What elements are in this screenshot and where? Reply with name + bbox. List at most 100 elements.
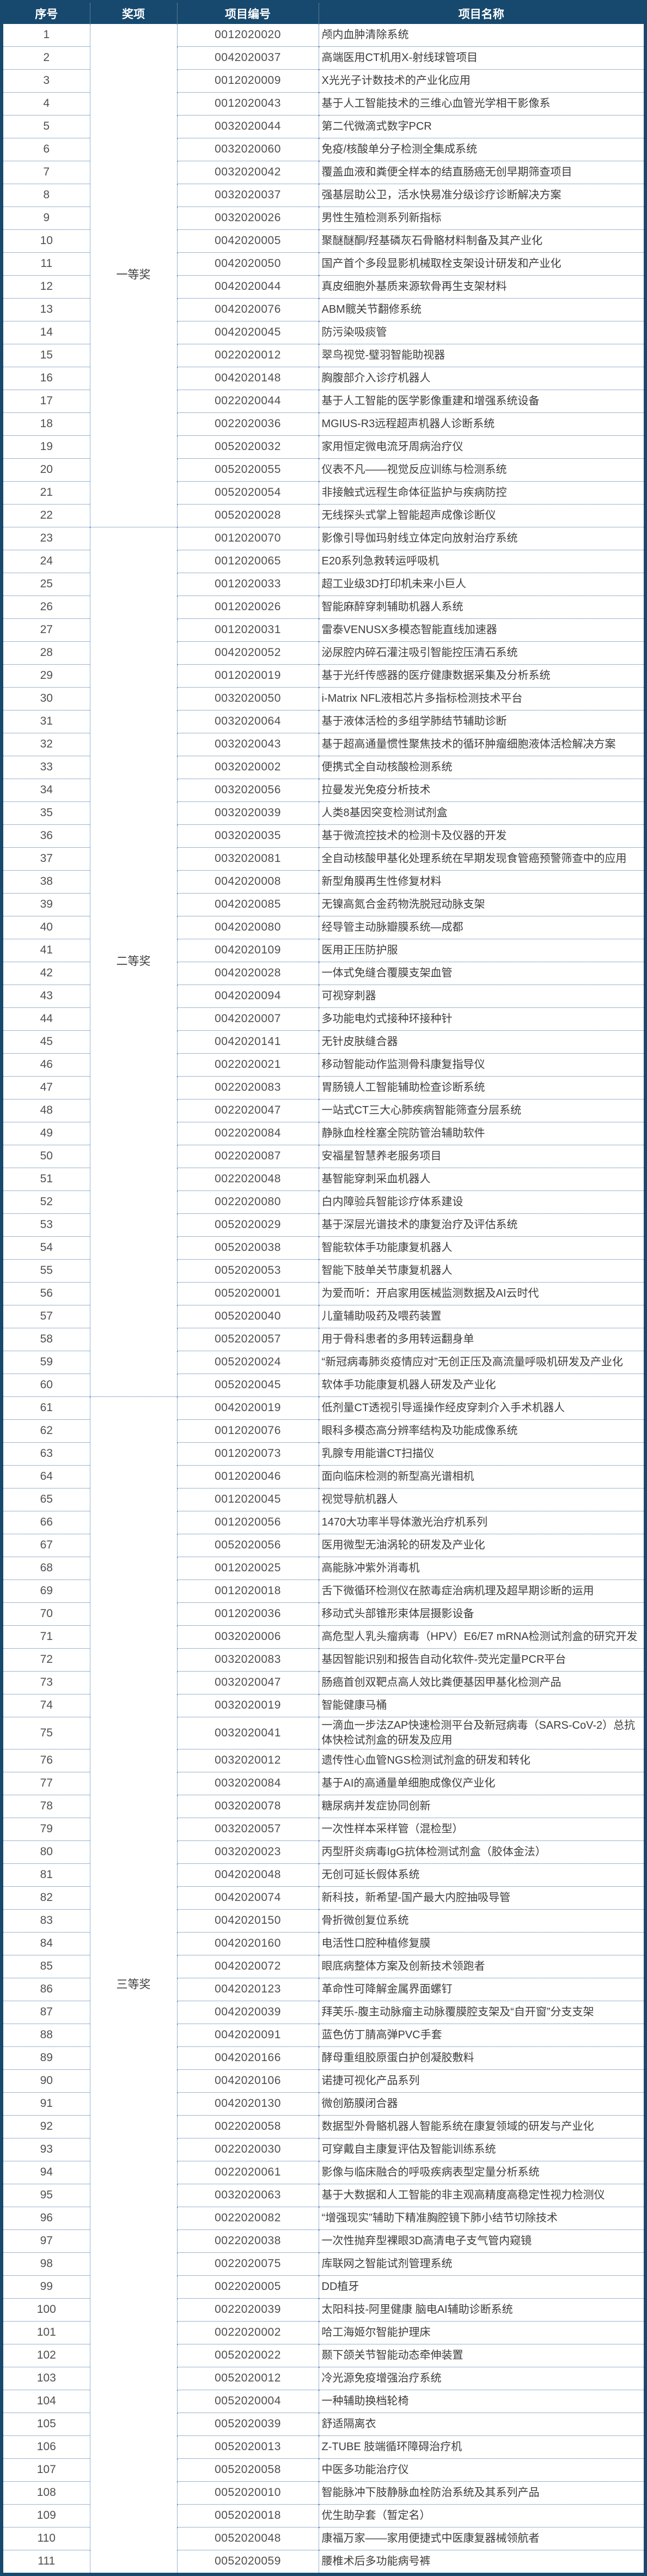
table-row: 47 0022020083 胃肠镜人工智能辅助检查诊断系统 [3, 1076, 644, 1099]
project-code-cell: 0042020166 [176, 2046, 319, 2070]
row-index-cell: 20 [3, 458, 90, 482]
project-code-cell: 0042020008 [176, 870, 319, 894]
project-code-cell: 0032020063 [176, 2184, 319, 2207]
table-body: 1 一等奖 0012020020 颅内血肿清除系统 2 0042020037 高端医用CT机… [3, 24, 644, 2573]
table-row: 32 0032020043 基于超高通量惯性聚焦技术的循环肿瘤细胞液体活检解决方案 [3, 733, 644, 756]
row-index-cell: 100 [3, 2298, 90, 2322]
project-code-cell: 0012020046 [176, 1465, 319, 1489]
project-code-cell: 0022020039 [176, 2298, 319, 2322]
project-code-cell: 0032020043 [176, 733, 319, 756]
table-row: 29 0012020019 基于光纤传感器的医疗健康数据采集及分析系统 [3, 664, 644, 688]
row-index-cell: 39 [3, 893, 90, 916]
project-code-cell: 0052020048 [176, 2527, 319, 2550]
project-name-cell: 舌下微循环检测仪在脓毒症治病机理及超早期诊断的运用 [318, 1579, 644, 1603]
award-cell: 一等奖 [89, 24, 177, 527]
table-row: 80 0032020023 丙型肝炎病毒IgG抗体检测试剂盒（胶体金法） [3, 1840, 644, 1864]
row-index-cell: 93 [3, 2138, 90, 2161]
project-name-cell: 泌尿腔内碎石灌注吸引智能控压清石系统 [318, 641, 644, 665]
award-cell: 二等奖 [89, 527, 177, 1397]
project-code-cell: 0012020031 [176, 618, 319, 642]
project-name-cell: 基于AI的高通量单细胞成像仪产业化 [318, 1772, 644, 1795]
row-index-cell: 25 [3, 573, 90, 596]
project-name-cell: 基于深层光谱技术的康复治疗及评估系统 [318, 1213, 644, 1237]
project-name-cell: 智能软体手功能康复机器人 [318, 1236, 644, 1260]
project-name-cell: 优生助孕套（暂定名） [318, 2504, 644, 2528]
row-index-cell: 97 [3, 2229, 90, 2253]
project-name-cell: 用于骨科患者的多用转运翻身单 [318, 1328, 644, 1351]
project-name-cell: 遗传性心血管NGS检测试剂盒的研发和转化 [318, 1749, 644, 1772]
project-name-cell: ABM髋关节翻修系统 [318, 298, 644, 321]
row-index-cell: 67 [3, 1534, 90, 1557]
project-name-cell: 智能麻醉穿刺辅助机器人系统 [318, 596, 644, 619]
table-row: 69 0012020018 舌下微循环检测仪在脓毒症治病机理及超早期诊断的运用 [3, 1579, 644, 1603]
table-row: 55 0052020053 智能下肢单关节康复机器人 [3, 1259, 644, 1283]
table-row: 63 0012020073 乳腺专用能谱CT扫描仪 [3, 1442, 644, 1466]
project-code-cell: 0052020022 [176, 2344, 319, 2367]
table-row: 2 0042020037 高端医用CT机用X-射线球管项目 [3, 46, 644, 70]
row-index-cell: 18 [3, 412, 90, 436]
project-name-cell: 聚醚醚酮/羟基磷灰石骨骼材料制备及其产业化 [318, 229, 644, 253]
table-row: 98 0022020075 库联网之智能试剂管理系统 [3, 2252, 644, 2276]
table-row: 67 0052020056 医用微型无油涡轮的研发及产业化 [3, 1534, 644, 1557]
table-row: 6 0032020060 免疫/核酸单分子检测全集成系统 [3, 138, 644, 161]
row-index-cell: 65 [3, 1488, 90, 1511]
row-index-cell: 28 [3, 641, 90, 665]
project-name-cell: 诺捷可视化产品系列 [318, 2069, 644, 2093]
project-name-cell: 国产首个多段显影机械取栓支架设计研发和产业化 [318, 252, 644, 276]
project-name-cell: DD植牙 [318, 2275, 644, 2299]
row-index-cell: 70 [3, 1602, 90, 1626]
row-index-cell: 24 [3, 550, 90, 573]
project-code-cell: 0052020012 [176, 2367, 319, 2390]
row-index-cell: 4 [3, 92, 90, 116]
project-name-cell: 一站式CT三大心肺疾病智能筛查分层系统 [318, 1099, 644, 1122]
row-index-cell: 89 [3, 2046, 90, 2070]
table-row: 48 0022020047 一站式CT三大心肺疾病智能筛查分层系统 [3, 1099, 644, 1122]
project-code-cell: 0012020043 [176, 92, 319, 116]
row-index-cell: 47 [3, 1076, 90, 1099]
project-code-cell: 0022020087 [176, 1145, 319, 1168]
table-row: 92 0022020058 数据型外骨骼机器人智能系统在康复领域的研发与产业化 [3, 2115, 644, 2138]
row-index-cell: 37 [3, 847, 90, 871]
project-code-cell: 0032020050 [176, 687, 319, 710]
row-index-cell: 31 [3, 710, 90, 733]
table-row: 52 0022020080 白内障验兵智能诊疗体系建设 [3, 1190, 644, 1214]
project-code-cell: 0032020084 [176, 1772, 319, 1795]
project-name-cell: 可穿戴自主康复评估及智能训练系统 [318, 2138, 644, 2161]
project-code-cell: 0032020056 [176, 779, 319, 802]
row-index-cell: 10 [3, 229, 90, 253]
table-row: 1 一等奖 0012020020 颅内血肿清除系统 [3, 24, 644, 527]
project-code-cell: 0052020057 [176, 1328, 319, 1351]
table-row: 91 0042020130 微创筋膜闭合器 [3, 2092, 644, 2116]
project-code-cell: 0052020032 [176, 435, 319, 459]
table-row: 90 0042020106 诺捷可视化产品系列 [3, 2069, 644, 2093]
project-name-cell: 移动式头部锥形束体层摄影设备 [318, 1602, 644, 1626]
row-index-cell: 66 [3, 1511, 90, 1534]
table-row: 71 0032020006 高危型人乳头瘤病毒（HPV）E6/E7 mRNA检测试剂… [3, 1625, 644, 1649]
project-name-cell: 安福星智慧养老服务项目 [318, 1145, 644, 1168]
row-index-cell: 42 [3, 962, 90, 985]
row-index-cell: 58 [3, 1328, 90, 1351]
row-index-cell: 86 [3, 1978, 90, 2001]
row-index-cell: 56 [3, 1282, 90, 1305]
row-index-cell: 8 [3, 184, 90, 207]
table-row: 84 0042020160 电活性口腔种植修复膜 [3, 1932, 644, 1955]
table-row: 35 0032020039 人类8基因突变检测试剂盒 [3, 801, 644, 825]
project-name-cell: 蓝色仿丁腈高弹PVC手套 [318, 2024, 644, 2047]
table-row: 33 0032020002 便携式全自动核酸检测系统 [3, 756, 644, 779]
project-code-cell: 0032020041 [176, 1717, 319, 1749]
row-index-cell: 41 [3, 939, 90, 962]
table-row: 74 0032020019 智能健康马桶 [3, 1694, 644, 1717]
project-code-cell: 0032020039 [176, 801, 319, 825]
table-row: 68 0012020025 高能脉冲紫外消毒机 [3, 1557, 644, 1580]
project-name-cell: MGIUS-R3远程超声机器人诊断系统 [318, 412, 644, 436]
project-code-cell: 0022020005 [176, 2275, 319, 2299]
row-index-cell: 103 [3, 2367, 90, 2390]
row-index-cell: 57 [3, 1305, 90, 1328]
table-row: 25 0012020033 超工业级3D打印机未来小巨人 [3, 573, 644, 596]
table-row: 76 0032020012 遗传性心血管NGS检测试剂盒的研发和转化 [3, 1749, 644, 1772]
row-index-cell: 101 [3, 2321, 90, 2344]
project-name-cell: i-Matrix NFL液相芯片多指标检测技术平台 [318, 687, 644, 710]
table-row: 39 0042020085 无镍高氮合金药物洗脱冠动脉支架 [3, 893, 644, 916]
project-name-cell: 智能脉冲下肢静脉血栓防治系统及其系列产品 [318, 2481, 644, 2505]
row-index-cell: 81 [3, 1863, 90, 1887]
